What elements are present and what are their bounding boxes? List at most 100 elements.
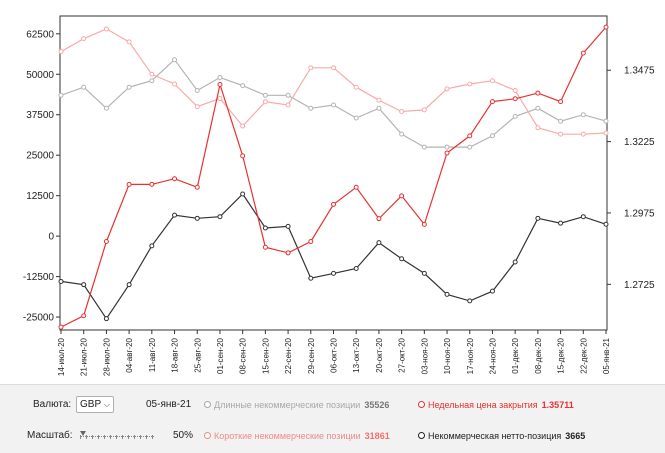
right-axis-tick-label: 1.3475 — [624, 66, 655, 77]
series-point — [262, 244, 268, 250]
series-point — [149, 243, 155, 249]
x-axis-date-label: 28-июл-20 — [102, 337, 111, 376]
series-point — [194, 184, 200, 190]
legend-marker-long — [204, 401, 211, 409]
x-axis-date-label: 29-сен-20 — [307, 337, 316, 374]
series-point — [103, 105, 109, 111]
legend-close-price: Недельная цена закрытия 1.35711 — [418, 400, 574, 410]
series-point — [308, 65, 314, 71]
legend-close-label: Недельная цена закрытия — [428, 400, 538, 410]
x-axis-date-label: 15-дек-20 — [557, 337, 566, 373]
series-point — [331, 270, 336, 276]
series-point — [126, 39, 132, 45]
legend-long-value: 35526 — [364, 400, 390, 410]
x-axis-date-label: 21-июл-20 — [80, 337, 89, 376]
series-point — [512, 96, 518, 102]
series-point — [353, 184, 359, 190]
series-point — [444, 86, 450, 92]
left-axis-tick-label: -25000 — [23, 313, 55, 324]
series-point — [103, 239, 109, 245]
series-point — [399, 108, 405, 114]
series-point — [467, 144, 473, 150]
x-axis-date-label: 11-авг-20 — [148, 337, 157, 372]
series-point — [467, 81, 473, 87]
x-axis-date-label: 24-ноя-20 — [488, 337, 497, 374]
series-point — [331, 65, 336, 71]
left-axis-tick-label: 12500 — [26, 191, 54, 202]
series-point — [331, 102, 336, 108]
right-axis-tick-label: 1.2975 — [624, 208, 655, 219]
series-point — [421, 107, 427, 113]
left-axis-tick-label: 25000 — [26, 151, 54, 162]
series-point — [580, 131, 586, 137]
legend-net-position: Некоммерческая нетто-позиция 3665 — [418, 431, 585, 441]
x-axis-date-label: 20-окт-20 — [375, 337, 384, 372]
x-axis-date-label: 10-ноя-20 — [443, 337, 452, 374]
series-point — [217, 96, 223, 102]
x-axis-date-label: 08-сен-20 — [239, 337, 248, 374]
series-point — [81, 282, 87, 288]
x-axis-date-label: 01-сен-20 — [216, 337, 225, 374]
series-point — [535, 105, 541, 111]
series-point — [217, 75, 223, 81]
zoom-thumb[interactable] — [80, 431, 86, 436]
x-axis-date-label: 15-сен-20 — [261, 337, 270, 374]
series-point — [376, 105, 382, 111]
series-point — [331, 201, 336, 207]
series-point — [81, 36, 87, 42]
series-point — [489, 133, 495, 139]
series-point — [240, 153, 246, 159]
legend-long-label: Длинные некоммерческие позиции — [214, 400, 361, 410]
series-point — [172, 81, 178, 87]
x-axis-date-label: 13-окт-20 — [352, 337, 361, 372]
series-point — [308, 239, 314, 245]
series-point — [444, 144, 450, 150]
series-point — [558, 118, 564, 124]
series-point — [58, 92, 64, 98]
legend-short-positions: Короткие некоммерческие позиции 31861 — [204, 431, 390, 441]
series-point — [149, 181, 155, 187]
x-axis-date-label: 01-дек-20 — [511, 337, 520, 373]
left-axis-tick-label: 0 — [48, 232, 54, 243]
legend-short-label: Короткие некоммерческие позиции — [214, 431, 361, 441]
legend-marker-short — [204, 432, 211, 440]
zoom-ticks — [80, 435, 154, 439]
series-point — [240, 123, 246, 129]
series-point — [149, 78, 155, 84]
series-point — [194, 215, 200, 221]
series-point — [194, 104, 200, 110]
x-axis-date-label: 27-окт-20 — [398, 337, 407, 372]
report-date: 05-янв-21 — [146, 399, 192, 410]
series-point — [172, 176, 178, 182]
series-point — [558, 131, 564, 137]
series-point — [376, 240, 382, 246]
series-point — [512, 259, 518, 265]
left-axis-tick-label: 37500 — [26, 110, 54, 121]
currency-select[interactable]: GBP ⌵ — [76, 396, 114, 413]
x-axis-date-label: 08-дек-20 — [534, 337, 543, 373]
series-point — [58, 324, 64, 330]
series-point — [421, 270, 427, 276]
series-point — [580, 50, 586, 56]
series-point — [399, 193, 405, 199]
series-point — [376, 97, 382, 103]
chart-area: 62500 50000 37500 25000 12500 0 -12500 -25000 1.… — [23, 15, 655, 376]
zoom-label: Масштаб: — [27, 430, 73, 441]
series-point — [240, 191, 246, 197]
series-point — [103, 316, 109, 322]
series-point — [172, 57, 178, 63]
series-point — [489, 78, 495, 84]
series-point — [172, 212, 178, 218]
series-point — [489, 99, 495, 105]
series-point — [535, 90, 541, 96]
right-axis-tick-label: 1.2725 — [624, 280, 655, 291]
series-point — [603, 221, 609, 227]
x-axis-date-label: 05-янв-21 — [602, 337, 611, 374]
series-point — [353, 115, 359, 121]
series-point — [126, 84, 132, 90]
zoom-slider[interactable] — [80, 431, 154, 441]
series-point — [603, 130, 609, 136]
series-point — [512, 113, 518, 119]
series-point — [444, 150, 450, 156]
cot-chart: 62500 50000 37500 25000 12500 0 -12500 -25000 1.… — [23, 15, 655, 376]
